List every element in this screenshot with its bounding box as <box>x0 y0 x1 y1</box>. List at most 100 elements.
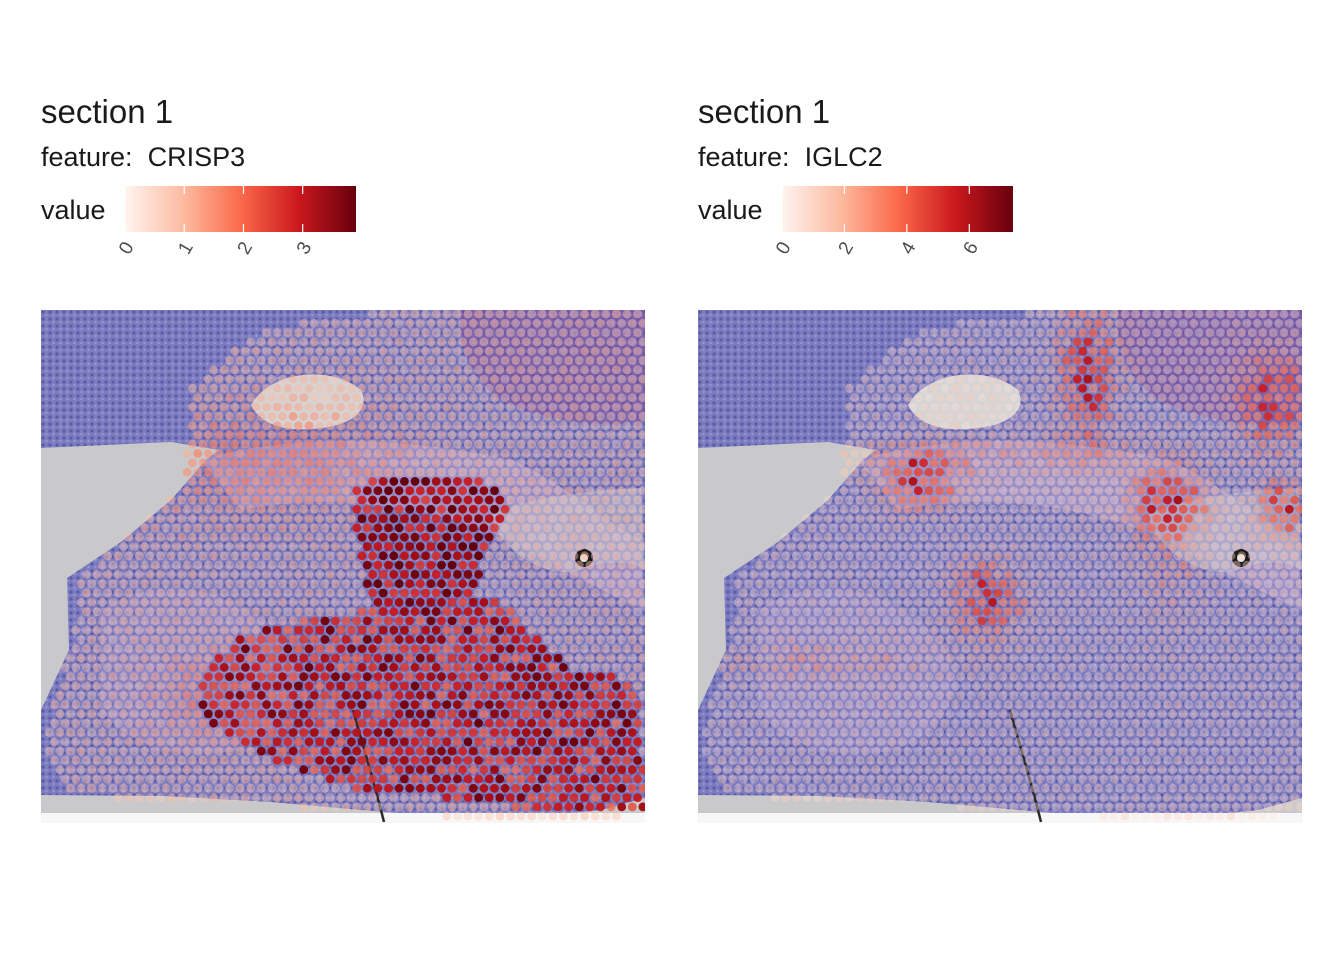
spot <box>1067 588 1077 598</box>
spot <box>172 783 181 793</box>
spot <box>1157 542 1167 551</box>
spot <box>945 690 955 700</box>
spot <box>1104 672 1114 682</box>
spot <box>468 802 478 812</box>
spot <box>739 607 748 616</box>
spot <box>325 532 335 542</box>
spot <box>1067 495 1077 505</box>
spot <box>945 374 955 384</box>
spot <box>1194 644 1204 654</box>
spot <box>1072 579 1082 589</box>
spot <box>468 356 478 365</box>
spot <box>876 718 886 728</box>
spot <box>532 504 542 514</box>
spot <box>988 486 997 496</box>
spot <box>574 393 584 403</box>
spot <box>394 504 404 514</box>
spot <box>66 709 75 719</box>
spot <box>1115 709 1125 719</box>
spot <box>728 625 738 635</box>
spot <box>972 328 981 337</box>
spot <box>776 542 785 551</box>
spot <box>903 746 913 756</box>
spot <box>601 681 611 691</box>
spot <box>1205 421 1215 430</box>
spot <box>511 393 521 403</box>
spot <box>882 393 891 403</box>
spot <box>267 523 277 533</box>
spot <box>913 374 923 384</box>
spot <box>283 514 293 523</box>
spot <box>1004 328 1013 337</box>
spot <box>1136 579 1146 589</box>
spot <box>389 477 399 486</box>
spot <box>913 337 923 347</box>
spot <box>638 635 645 644</box>
spot <box>384 560 393 570</box>
spot <box>188 718 197 728</box>
spot <box>596 318 605 328</box>
spot <box>458 318 468 328</box>
spot <box>612 458 621 468</box>
spot <box>331 783 340 793</box>
spot <box>1046 588 1056 598</box>
spot <box>463 774 473 784</box>
spot <box>580 811 589 821</box>
spot <box>569 477 579 486</box>
spot <box>442 402 452 412</box>
spot <box>389 402 399 412</box>
spot <box>453 328 462 337</box>
spot <box>172 746 181 756</box>
spot <box>347 328 356 337</box>
spot <box>1004 718 1013 728</box>
spot <box>241 774 250 784</box>
spot <box>129 597 139 607</box>
spot <box>156 551 165 561</box>
spot <box>1131 514 1140 523</box>
spot <box>246 356 256 365</box>
spot <box>1226 365 1236 375</box>
spot <box>596 635 605 644</box>
spot <box>898 495 907 505</box>
spot <box>516 532 526 542</box>
spot <box>246 672 256 682</box>
spot <box>638 597 645 607</box>
spot <box>532 802 542 812</box>
spot <box>172 504 181 514</box>
spot <box>500 504 510 514</box>
spot <box>272 793 282 802</box>
spot <box>1231 653 1241 663</box>
spot <box>347 514 356 523</box>
spot <box>1247 718 1257 728</box>
spot <box>474 625 483 635</box>
spot <box>437 672 446 682</box>
spot <box>490 690 499 700</box>
spot <box>1258 570 1268 579</box>
spot <box>294 551 303 561</box>
spot <box>511 411 521 421</box>
spot <box>426 374 436 384</box>
spot <box>437 318 446 328</box>
spot <box>1263 560 1273 570</box>
spot <box>150 690 160 700</box>
spot <box>1231 356 1241 365</box>
spot <box>1062 616 1072 626</box>
spot <box>802 625 812 635</box>
spot <box>1184 737 1193 747</box>
spot <box>892 709 902 719</box>
spot <box>405 486 415 496</box>
spot <box>431 793 441 802</box>
spot <box>1019 690 1029 700</box>
spot <box>543 467 552 477</box>
spot <box>1247 439 1257 449</box>
spot <box>251 737 261 747</box>
spot <box>410 644 420 654</box>
spot <box>1253 504 1262 514</box>
spot <box>1110 644 1119 654</box>
spot <box>606 579 616 589</box>
spot <box>447 616 457 626</box>
spot <box>119 690 128 700</box>
spot <box>506 681 515 691</box>
spot <box>527 756 536 765</box>
spot <box>940 346 950 356</box>
